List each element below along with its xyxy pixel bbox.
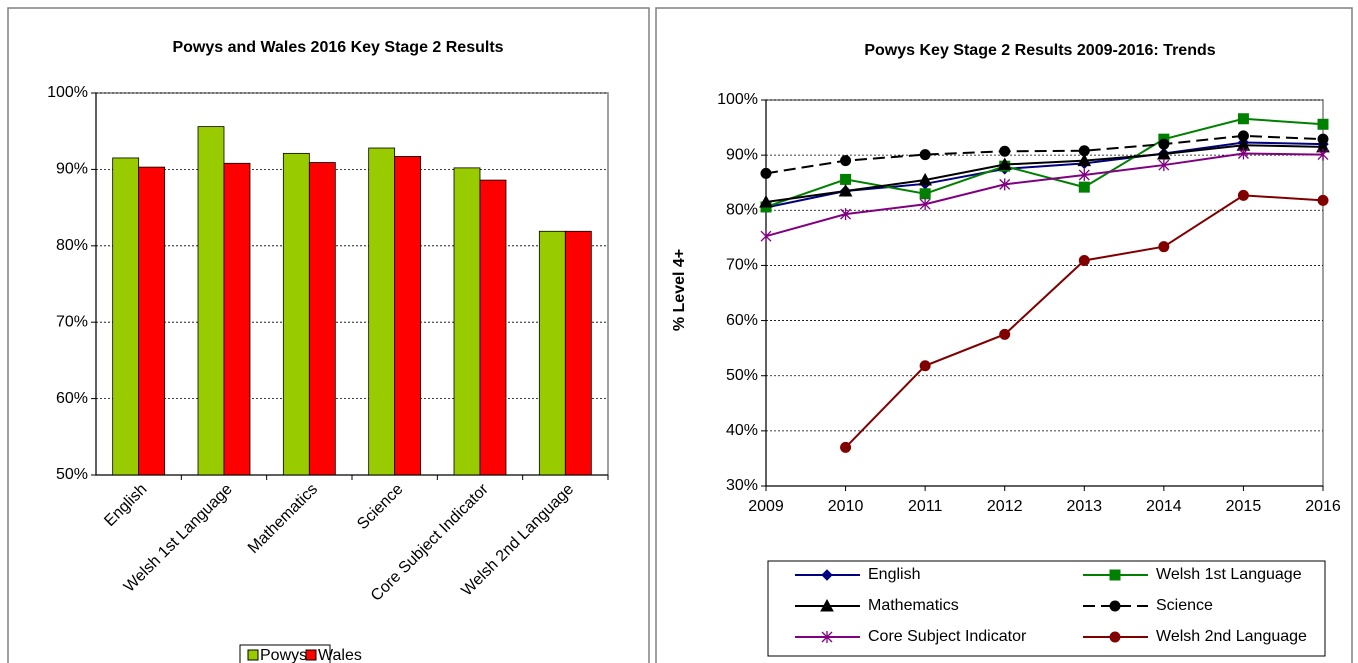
series-line [765, 117, 1324, 208]
y-tick-label: 60% [726, 312, 758, 329]
x-tick-label: 2014 [1146, 498, 1182, 515]
marker [999, 145, 1011, 157]
legend-label: Powys [260, 647, 307, 663]
y-tick-label: 30% [726, 477, 758, 494]
marker [1317, 118, 1329, 130]
bar [197, 126, 225, 476]
legend-box [767, 560, 1326, 657]
marker [821, 631, 833, 643]
plot-area [765, 99, 1324, 487]
bar [223, 162, 251, 476]
marker [1078, 145, 1090, 157]
marker [997, 157, 1012, 171]
marker [1109, 631, 1121, 643]
marker [838, 183, 853, 197]
marker [999, 328, 1011, 340]
marker [1158, 138, 1170, 150]
series-line [765, 152, 1324, 238]
marker [999, 178, 1011, 191]
x-tick-label: 2011 [908, 498, 943, 515]
y-axis-label: % Level 4+ [671, 249, 688, 331]
x-tick-label: 2016 [1305, 498, 1341, 515]
legend-label: Welsh 2nd Language [1156, 628, 1307, 645]
bar [564, 230, 592, 476]
legend-label: Science [1156, 597, 1213, 614]
bar [282, 152, 310, 476]
marker [1158, 159, 1170, 172]
marker [1237, 189, 1249, 201]
legend-swatch [247, 649, 259, 661]
y-tick-label: 90% [56, 161, 88, 178]
y-tick-label: 50% [56, 466, 88, 483]
marker [919, 149, 931, 161]
y-tick-label: 40% [726, 422, 758, 439]
y-tick-label: 70% [726, 257, 758, 274]
marker [840, 441, 852, 453]
marker [1317, 148, 1329, 161]
bar [538, 230, 566, 476]
marker [1077, 153, 1092, 167]
series-line [765, 144, 1324, 204]
marker [820, 598, 834, 612]
x-tick-label: 2010 [828, 498, 864, 515]
marker [1158, 241, 1170, 253]
bar [453, 167, 481, 476]
y-tick-label: 50% [726, 367, 758, 384]
marker [1317, 194, 1329, 206]
legend-label: Core Subject Indicator [868, 628, 1027, 645]
bar [112, 157, 140, 476]
x-tick-label: 2009 [748, 498, 784, 515]
marker [821, 569, 833, 581]
bar [368, 147, 396, 476]
marker [840, 155, 852, 167]
legend-label: Wales [318, 647, 362, 663]
y-tick-label: 60% [56, 390, 88, 407]
legend-label: English [868, 566, 920, 583]
chart-title: Powys Key Stage 2 Results 2009-2016: Tre… [864, 42, 1215, 59]
bar [394, 156, 422, 476]
y-tick-label: 70% [56, 313, 88, 330]
y-tick-label: 80% [726, 202, 758, 219]
legend-swatch [305, 649, 317, 661]
marker [1237, 130, 1249, 142]
x-tick-label: 2015 [1226, 498, 1262, 515]
marker [1078, 254, 1090, 266]
marker [919, 360, 931, 372]
x-tick-label: 2012 [987, 498, 1023, 515]
marker [919, 198, 931, 211]
marker [1317, 133, 1329, 145]
marker [919, 188, 931, 200]
marker [1237, 147, 1249, 160]
marker [840, 208, 852, 221]
legend-label: Mathematics [868, 597, 959, 614]
marker [1157, 146, 1171, 160]
marker [840, 173, 852, 185]
marker [1078, 181, 1090, 193]
marker [1109, 600, 1121, 612]
marker [760, 230, 772, 243]
legend-label: Welsh 1st Language [1156, 566, 1302, 583]
y-tick-label: 100% [717, 91, 758, 108]
bar [138, 166, 166, 476]
plot-area [95, 92, 609, 476]
series-line [765, 134, 1324, 175]
bar [479, 179, 507, 476]
marker [1078, 168, 1090, 181]
marker [760, 167, 772, 179]
y-tick-label: 80% [56, 237, 88, 254]
marker [1237, 113, 1249, 125]
x-tick-label: 2013 [1066, 498, 1102, 515]
bar [308, 162, 336, 476]
chart-title: Powys and Wales 2016 Key Stage 2 Results [172, 39, 503, 56]
marker [759, 194, 773, 208]
y-tick-label: 100% [47, 84, 88, 101]
marker [1109, 569, 1121, 581]
y-tick-label: 90% [726, 146, 758, 163]
marker [918, 172, 932, 186]
